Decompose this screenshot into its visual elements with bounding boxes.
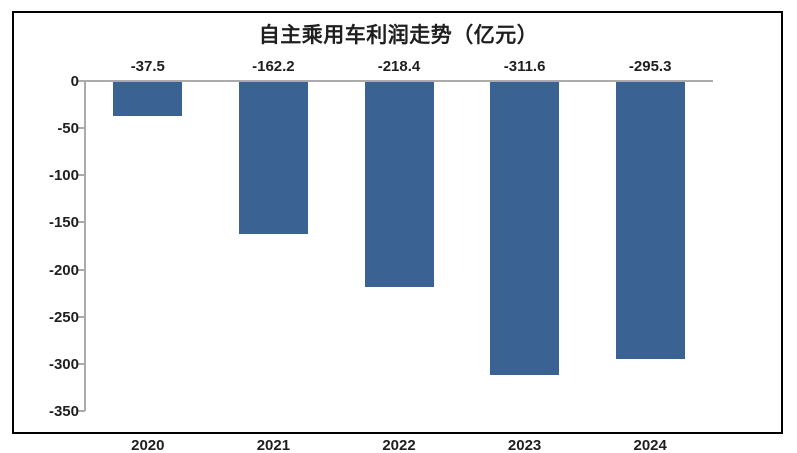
chart-title: 自主乘用车利润走势（亿元） xyxy=(258,24,539,47)
bar-value-label: -295.3 xyxy=(628,58,672,75)
x-category-label: 2024 xyxy=(633,437,667,453)
x-category-label: 2020 xyxy=(131,437,165,453)
bar xyxy=(238,81,308,234)
y-tick-mark xyxy=(78,80,85,82)
y-tick-label: -350 xyxy=(48,403,79,420)
bar xyxy=(490,81,560,375)
x-category-label: 2023 xyxy=(507,437,542,453)
bar-value-label: -311.6 xyxy=(503,58,546,75)
y-tick-label: -150 xyxy=(48,214,79,232)
y-axis-line xyxy=(84,81,86,411)
y-tick-mark xyxy=(78,410,85,412)
bar-value-label: -218.4 xyxy=(377,58,421,75)
bar-value-label: -162.2 xyxy=(252,58,295,75)
x-category-label: 2022 xyxy=(382,437,416,453)
y-tick-mark xyxy=(78,174,85,177)
y-tick-mark xyxy=(78,315,85,318)
y-tick-label: 0 xyxy=(70,73,79,90)
y-tick-mark xyxy=(78,268,85,271)
y-tick-mark xyxy=(78,127,85,130)
y-tick-label: -100 xyxy=(48,167,79,185)
zero-axis-line xyxy=(85,80,713,82)
y-tick-label: -300 xyxy=(48,355,79,373)
y-tick-label: -50 xyxy=(57,120,79,138)
x-category-label: 2021 xyxy=(256,437,291,453)
y-tick-mark xyxy=(78,221,85,224)
bar-value-label: -37.5 xyxy=(130,58,165,75)
y-tick-label: -250 xyxy=(48,308,79,326)
bar xyxy=(113,81,183,117)
bar xyxy=(615,81,685,360)
y-tick-label: -200 xyxy=(48,261,79,279)
y-tick-mark xyxy=(78,362,85,365)
bar xyxy=(364,81,434,287)
